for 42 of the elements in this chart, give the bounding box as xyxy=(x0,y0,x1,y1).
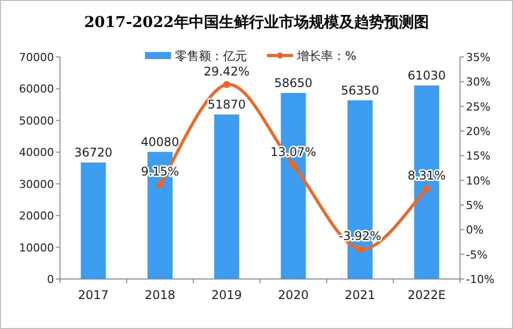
x-tick-label: 2019 xyxy=(211,288,242,302)
y2-tick-label: 35% xyxy=(466,51,490,64)
y-tick-label: 30000 xyxy=(19,178,54,191)
y2-tick-label: -5% xyxy=(466,248,488,262)
data-label: 61030 xyxy=(408,68,446,82)
y2-tick-label: 20% xyxy=(466,125,490,138)
y2-tick-label: 10% xyxy=(466,174,490,188)
x-tick-label: 2022E xyxy=(408,288,446,302)
y-tick-label: 20000 xyxy=(19,210,54,223)
y2-tick-label: 30% xyxy=(466,76,490,89)
bar xyxy=(80,162,106,279)
data-label: 58650 xyxy=(274,76,312,90)
x-tick-label: 2018 xyxy=(144,288,176,302)
point xyxy=(356,246,364,253)
x-tick-label: 2020 xyxy=(278,288,309,302)
point xyxy=(156,181,164,188)
bar xyxy=(214,114,240,279)
data-label: 40080 xyxy=(140,134,180,149)
y-tick-label: 50000 xyxy=(19,114,54,128)
point xyxy=(423,185,430,192)
point xyxy=(223,81,230,88)
y-tick-label: 70000 xyxy=(19,51,54,64)
y2-tick-label: 25% xyxy=(466,100,490,114)
x-tick-label: 2017 xyxy=(78,288,109,302)
data-label: 29.42% xyxy=(204,64,250,79)
y-tick-label: 10000 xyxy=(19,241,54,254)
point xyxy=(290,162,297,169)
y2-tick-label: 0% xyxy=(466,224,484,237)
data-label: 51870 xyxy=(208,98,246,112)
legend-label: 增长率：% xyxy=(296,49,356,63)
y2-tick-label: -10% xyxy=(466,273,494,286)
data-label: 13.07% xyxy=(270,145,316,160)
y2-tick-label: 15% xyxy=(466,150,490,163)
y2-tick-label: 5% xyxy=(466,199,484,212)
y-tick-label: 40000 xyxy=(19,146,54,160)
y-tick-label: 0 xyxy=(47,273,54,286)
data-label: 56350 xyxy=(340,83,380,98)
data-label: 36720 xyxy=(74,146,112,160)
chart-title: 2017-2022年中国生鲜行业市场规模及趋势预测图 xyxy=(84,13,429,31)
x-tick-label: 2021 xyxy=(344,288,376,302)
y-tick-label: 60000 xyxy=(19,82,54,96)
legend-label: 零售额：亿元 xyxy=(175,49,247,63)
